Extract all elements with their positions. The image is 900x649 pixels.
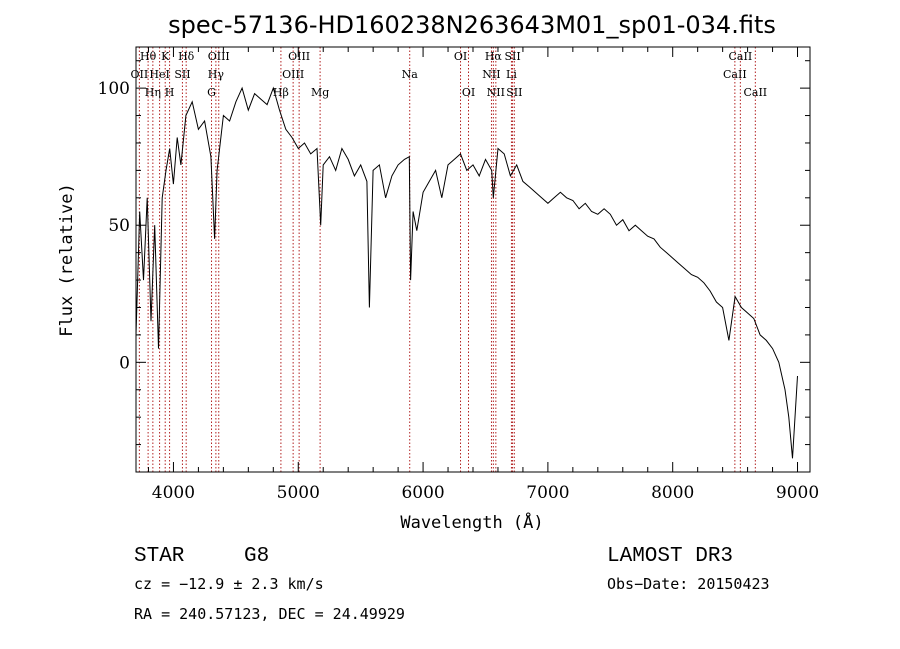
spectral-line-labels: Hθ OII Hη K HeI H Hδ SII OIII Hγ G OIII OIII Hβ Mg Na OI… [131,50,768,99]
line-label-0: Hθ [140,50,157,63]
line-label-17: OI [462,86,475,99]
coordinates: RA = 240.57123, DEC = 24.49929 [134,605,405,623]
line-label-23: SII [506,86,522,99]
line-label-8: OIII [208,50,230,63]
spectrum-series [135,86,798,459]
line-label-7: SII [174,68,190,81]
line-label-15: Na [402,68,419,81]
line-label-25: CaII [723,68,747,81]
chart-title: spec-57136-HD160238N263643M01_sp01-034.f… [168,11,776,39]
x-axis-title: Wavelength (Å) [400,511,543,533]
x-tick-label-3: 7000 [526,483,569,503]
x-tick-label-5: 9000 [776,483,819,503]
line-label-3: K [161,50,170,63]
survey-name: LAMOST DR3 [607,545,733,568]
line-label-1: OII [131,68,149,81]
subclass: G8 [244,545,269,568]
line-label-5: H [165,86,175,99]
x-axis-ticks: 4000 5000 6000 7000 8000 9000 [147,47,819,503]
y-tick-label-1: 50 [108,216,130,236]
line-label-26: CaII [743,86,767,99]
line-label-24: CaII [729,50,753,63]
line-label-6: Hδ [178,50,195,63]
line-label-14: Mg [311,86,329,99]
line-label-9: Hγ [208,68,225,81]
line-label-20: NII [487,86,505,99]
line-label-2: Hη [145,86,161,99]
x-tick-label-0: 4000 [152,483,195,503]
line-label-10: G [207,86,216,99]
line-label-21: SII [504,50,520,63]
plot-frame [135,46,811,473]
x-tick-label-1: 5000 [277,483,320,503]
y-axis-ticks: 0 50 100 [98,60,810,446]
line-label-4: HeI [149,68,169,81]
line-label-18: Hα [485,50,503,63]
line-label-22: Li [506,68,517,81]
redshift-readout: cz = −12.9 ± 2.3 km/s [134,575,324,593]
x-tick-label-4: 8000 [651,483,694,503]
object-class: STAR [134,545,185,568]
x-tick-label-2: 6000 [401,483,444,503]
line-label-13: Hβ [273,86,289,99]
line-label-11: OIII [288,50,310,63]
y-tick-label-0: 0 [119,353,130,373]
line-label-19: NII [482,68,500,81]
line-label-16: OI [454,50,467,63]
obs-date: Obs−Date: 20150423 [607,575,770,593]
y-tick-label-2: 100 [98,79,130,99]
spectral-line-markers [138,47,756,472]
line-label-12: OIII [282,68,304,81]
y-axis-title: Flux (relative) [57,183,77,337]
